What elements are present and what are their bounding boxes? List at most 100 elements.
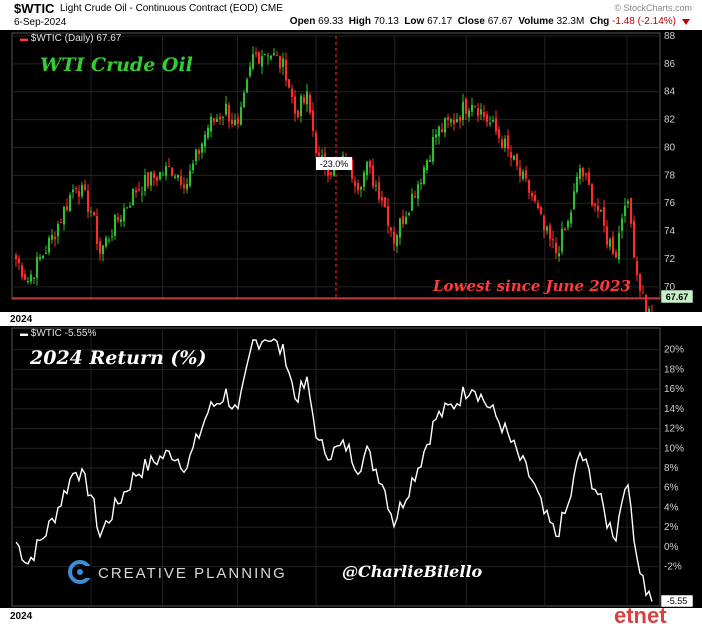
candle-body	[44, 252, 48, 254]
candle-body	[113, 214, 117, 236]
candle-body	[98, 241, 102, 254]
candle-body	[200, 143, 204, 153]
candle-body	[215, 118, 219, 122]
candle-body	[386, 205, 390, 226]
candle-body	[230, 119, 234, 125]
candle-body	[170, 167, 174, 176]
candles	[14, 46, 654, 323]
candle-body	[623, 205, 627, 217]
price-legend-text: $WTIC (Daily) 67.67	[31, 33, 122, 44]
candle-body	[626, 201, 630, 204]
candle-body	[317, 152, 321, 156]
price-y-tick: 80	[664, 142, 676, 153]
return-y-tick: 20%	[664, 345, 684, 356]
last-price-label: 67.67	[666, 292, 689, 302]
candle-body	[458, 117, 462, 121]
candle-body	[131, 188, 135, 206]
candle-body	[599, 209, 603, 212]
candle-body	[536, 202, 540, 209]
candle-body	[596, 205, 600, 211]
candle-body	[248, 66, 252, 77]
candle-body	[158, 171, 162, 180]
candle-body	[329, 172, 333, 176]
candle-body	[41, 255, 45, 259]
candle-body	[35, 256, 39, 278]
candle-body	[95, 216, 99, 245]
candle-body	[239, 106, 243, 125]
return-y-ticks: -2% 0% 2% 4% 6% 8% 10% 12% 14% 16% 18% 20%	[664, 345, 684, 573]
candle-body	[620, 218, 624, 231]
candle-body	[470, 104, 474, 112]
candle-body	[392, 231, 396, 244]
candle-body	[314, 132, 318, 154]
candle-body	[287, 79, 291, 88]
candle-body	[548, 225, 552, 239]
candle-body	[644, 295, 648, 313]
return-title: 2024 Return (%)	[29, 347, 206, 369]
candle-body	[149, 171, 153, 186]
price-title: WTI Crude Oil	[40, 54, 193, 76]
candle-body	[293, 96, 297, 114]
candle-body	[533, 195, 537, 202]
brand-name: CREATIVE PLANNING	[98, 565, 287, 582]
chg-label: Chg	[589, 16, 610, 27]
candle-body	[476, 108, 480, 117]
candle-body	[173, 176, 177, 178]
candle-body	[443, 118, 447, 133]
candle-body	[422, 167, 426, 185]
low-label: Low	[404, 16, 425, 27]
last-price-badge	[660, 289, 694, 304]
candle-body	[326, 168, 330, 176]
candle-body	[191, 163, 195, 171]
volume-label: Volume	[518, 16, 554, 27]
open-value: 69.33	[318, 16, 344, 27]
chg-value: -1.48 (-2.14%)	[612, 16, 676, 27]
candle-body	[152, 172, 156, 178]
candle-body	[539, 207, 543, 215]
candle-body	[260, 56, 264, 67]
candle-body	[137, 188, 141, 191]
candle-body	[17, 258, 21, 264]
candle-body	[425, 160, 429, 171]
return-y-tick: 16%	[664, 384, 684, 395]
candle-body	[635, 261, 639, 276]
candle-body	[167, 165, 171, 167]
candle-body	[107, 239, 111, 241]
volume-value: 32.3M	[556, 16, 585, 27]
candle-body	[320, 155, 324, 158]
candle-body	[125, 207, 129, 209]
candle-body	[617, 232, 621, 260]
high-value: 70.13	[373, 16, 399, 27]
candle-body	[473, 106, 477, 108]
lowest-annotation: Lowest since June 2023	[432, 277, 631, 295]
down-arrow-icon	[682, 19, 690, 25]
candle-body	[269, 55, 273, 59]
candle-body	[23, 274, 27, 280]
candle-body	[236, 117, 240, 124]
candle-body	[545, 226, 549, 231]
candle-body	[452, 119, 456, 125]
candle-body	[605, 226, 609, 245]
candle-body	[305, 91, 309, 105]
candle-body	[296, 111, 300, 118]
candle-body	[455, 118, 459, 123]
candle-body	[26, 280, 30, 282]
candle-body	[359, 187, 363, 190]
high-label: High	[348, 16, 371, 27]
candle-body	[404, 216, 408, 225]
candle-body	[434, 134, 438, 138]
candle-body	[203, 134, 207, 147]
candle-body	[86, 190, 90, 213]
candle-body	[590, 184, 594, 206]
candle-body	[374, 185, 378, 187]
candle-body	[299, 96, 303, 116]
candle-body	[464, 98, 468, 114]
creative-planning-logo-icon	[68, 560, 92, 584]
candle-body	[89, 211, 93, 213]
candle-body	[206, 127, 210, 138]
candle-body	[611, 236, 615, 254]
exchange: CME	[260, 3, 283, 14]
low-value: 67.17	[427, 16, 453, 27]
candle-body	[365, 161, 369, 176]
